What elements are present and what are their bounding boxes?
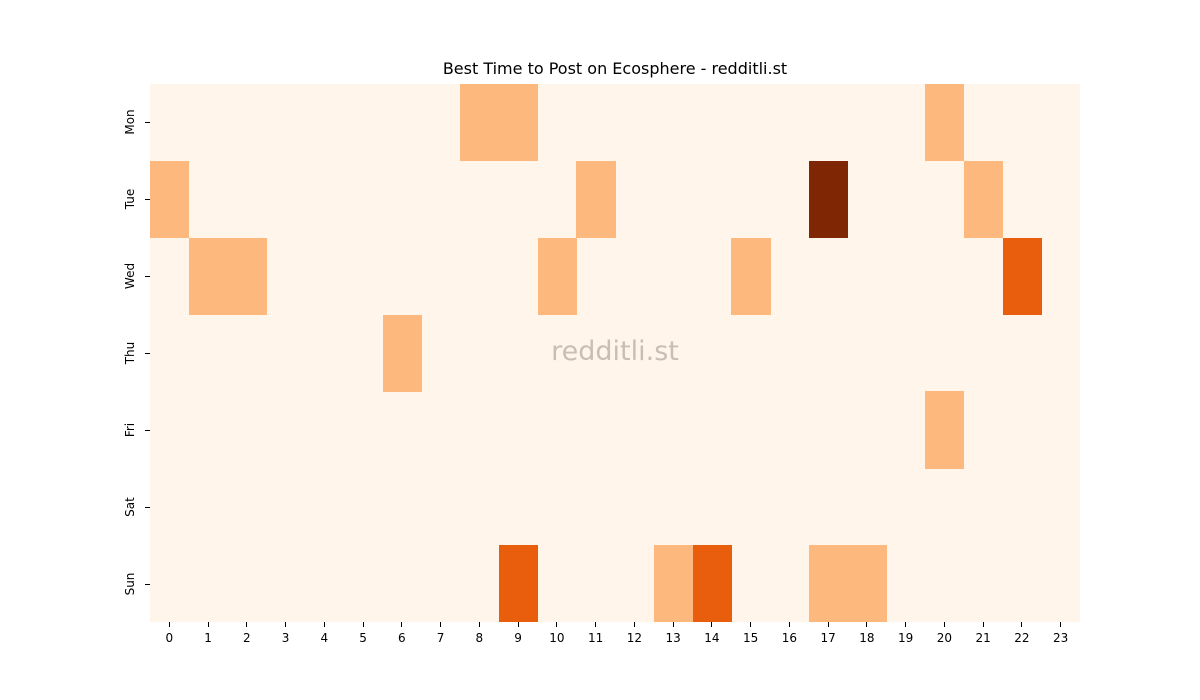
x-tick-mark [246, 622, 248, 627]
heatmap-cell [460, 84, 500, 162]
x-tick-label: 2 [228, 622, 267, 645]
heatmap-cell [537, 237, 577, 316]
y-tick-mark [145, 583, 150, 585]
y-tick-mark [145, 352, 150, 354]
y-tick-label: Sun [117, 545, 150, 622]
x-tick-mark [866, 622, 868, 627]
heatmap-cell [653, 545, 693, 623]
heatmap-cell [847, 545, 887, 623]
x-tick-mark [905, 622, 907, 627]
heatmap-plot-area [150, 84, 1080, 623]
heatmap-cell [188, 237, 228, 316]
y-tick-mark [145, 506, 150, 508]
x-tick-label: 17 [809, 622, 848, 645]
y-tick-label: Wed [117, 238, 150, 315]
x-tick-label: 14 [693, 622, 732, 645]
heatmap-cell [731, 237, 771, 316]
heatmap-cell [498, 84, 538, 162]
x-tick-mark [168, 622, 170, 627]
y-tick-label: Sat [117, 468, 150, 545]
x-tick-mark [207, 622, 209, 627]
x-tick-label: 10 [538, 622, 577, 645]
heatmap-cell [925, 391, 965, 469]
x-tick-label: 23 [1041, 622, 1080, 645]
x-tick-label: 3 [266, 622, 305, 645]
x-tick-label: 1 [189, 622, 228, 645]
x-tick-mark [750, 622, 752, 627]
x-tick-label: 20 [925, 622, 964, 645]
x-tick-label: 7 [421, 622, 460, 645]
x-tick-mark [440, 622, 442, 627]
x-tick-mark [362, 622, 364, 627]
x-tick-label: 19 [886, 622, 925, 645]
x-tick-label: 11 [576, 622, 615, 645]
x-tick-label: 8 [460, 622, 499, 645]
x-tick-mark [943, 622, 945, 627]
x-tick-label: 4 [305, 622, 344, 645]
x-tick-label: 18 [848, 622, 887, 645]
x-tick-label: 22 [1003, 622, 1042, 645]
heatmap-cell [692, 545, 732, 623]
y-tick-label: Fri [117, 391, 150, 468]
x-tick-mark [672, 622, 674, 627]
x-tick-mark [1060, 622, 1062, 627]
heatmap-cell [498, 545, 538, 623]
heatmap-cell [808, 160, 848, 239]
x-tick-mark [788, 622, 790, 627]
y-tick-mark [145, 122, 150, 124]
x-tick-label: 0 [150, 622, 189, 645]
x-tick-mark [401, 622, 403, 627]
y-tick-label: Tue [117, 161, 150, 238]
x-tick-mark [285, 622, 287, 627]
x-tick-mark [1021, 622, 1023, 627]
y-tick-label: Mon [117, 84, 150, 161]
x-tick-label: 21 [964, 622, 1003, 645]
heatmap-cell [382, 314, 422, 392]
x-tick-label: 16 [770, 622, 809, 645]
heatmap-cell [150, 160, 190, 239]
x-tick-mark [711, 622, 713, 627]
heatmap-cell [576, 160, 616, 239]
x-tick-label: 5 [344, 622, 383, 645]
x-tick-label: 13 [654, 622, 693, 645]
y-tick-mark [145, 429, 150, 431]
heatmap-cell [1002, 237, 1042, 316]
x-tick-label: 9 [499, 622, 538, 645]
x-tick-mark [633, 622, 635, 627]
x-tick-label: 15 [731, 622, 770, 645]
y-tick-label: Thu [117, 315, 150, 392]
x-tick-mark [982, 622, 984, 627]
x-tick-label: 6 [383, 622, 422, 645]
x-tick-mark [827, 622, 829, 627]
x-tick-mark [517, 622, 519, 627]
heatmap-cell [963, 160, 1003, 239]
chart-title: Best Time to Post on Ecosphere - redditl… [442, 59, 788, 78]
x-tick-mark [556, 622, 558, 627]
heatmap-cell [227, 237, 267, 316]
y-tick-mark [145, 276, 150, 278]
x-tick-label: 12 [615, 622, 654, 645]
heatmap-cell [925, 84, 965, 162]
x-tick-mark [323, 622, 325, 627]
y-tick-mark [145, 199, 150, 201]
heatmap-cell [808, 545, 848, 623]
x-tick-mark [478, 622, 480, 627]
x-tick-mark [595, 622, 597, 627]
